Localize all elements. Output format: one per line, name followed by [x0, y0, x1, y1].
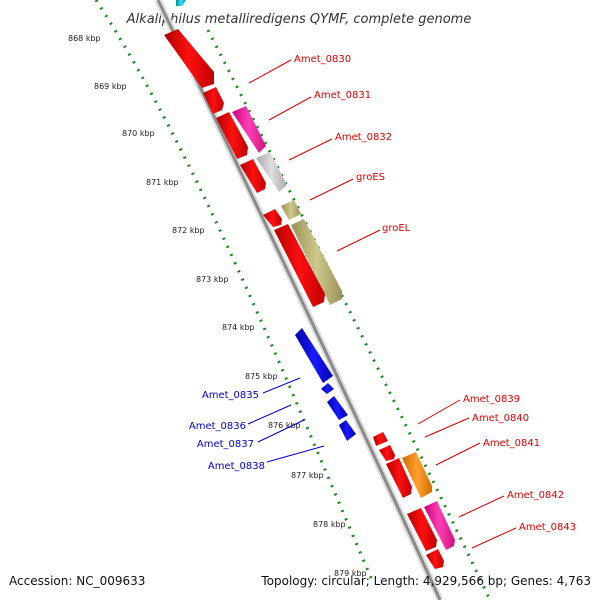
gene-red-arrow[interactable] — [164, 29, 214, 88]
gene-label-amet-0832[interactable]: Amet_0832 — [335, 132, 392, 143]
tick-label-874: 874 kbp — [222, 323, 255, 332]
gene-red-arrow[interactable] — [240, 159, 266, 193]
gene-grey-arrow[interactable] — [256, 152, 287, 192]
gene-red-arrow[interactable] — [216, 112, 248, 159]
gene-red-arrow[interactable] — [373, 432, 388, 446]
tick-label-868: 868 kbp — [68, 34, 101, 43]
forward-labels: Amet_0830 Amet_0831 Amet_0832 groES groE… — [294, 54, 576, 533]
accession-text: Accession: NC_009633 — [9, 574, 146, 588]
gene-red-arrow[interactable] — [426, 549, 444, 569]
gene-label-amet-0835[interactable]: Amet_0835 — [202, 390, 259, 401]
genome-backbone — [154, 0, 444, 600]
gene-label-amet-0843[interactable]: Amet_0843 — [519, 522, 576, 533]
tick-label-873: 873 kbp — [196, 275, 229, 284]
tick-label-876: 876 kbp — [268, 421, 301, 430]
tick-label-879: 879 kbp — [334, 569, 367, 578]
left-dotted-track — [94, 0, 374, 581]
topology-text: Topology: circular; Length: 4,929,566 bp… — [261, 574, 591, 588]
gene-red-arrow[interactable] — [263, 209, 282, 227]
gene-pink-arrow[interactable] — [424, 501, 455, 550]
gene-label-amet-0842[interactable]: Amet_0842 — [507, 490, 564, 501]
gene-label-amet-0840[interactable]: Amet_0840 — [472, 413, 529, 424]
reverse-genes — [295, 328, 356, 441]
tick-label-869: 869 kbp — [94, 82, 127, 91]
gene-label-amet-0836[interactable]: Amet_0836 — [189, 421, 246, 432]
tick-label-870: 870 kbp — [122, 129, 155, 138]
gene-label-amet-0838[interactable]: Amet_0838 — [208, 461, 265, 472]
gene-blue-arrow[interactable] — [295, 328, 333, 383]
gene-red-arrow[interactable] — [379, 445, 395, 461]
tick-label-872: 872 kbp — [172, 226, 205, 235]
gene-red-arrow[interactable] — [203, 87, 224, 114]
tick-label-875: 875 kbp — [245, 372, 278, 381]
tick-label-878: 878 kbp — [313, 520, 346, 529]
gene-label-amet-0837[interactable]: Amet_0837 — [197, 439, 254, 450]
reverse-leader-lines — [247, 377, 325, 463]
gene-label-amet-0831[interactable]: Amet_0831 — [314, 90, 371, 101]
forward-leader-lines — [248, 59, 517, 549]
forward-genes — [164, 0, 455, 569]
gene-red-arrow[interactable] — [407, 508, 437, 551]
gene-pink-arrow[interactable] — [232, 106, 266, 153]
gene-label-amet-0830[interactable]: Amet_0830 — [294, 54, 351, 65]
gene-label-amet-0839[interactable]: Amet_0839 — [463, 394, 520, 405]
gene-label-groel[interactable]: groEL — [382, 223, 411, 234]
reverse-labels: Amet_0835 Amet_0836 Amet_0837 Amet_0838 — [189, 390, 265, 472]
gene-red-arrow[interactable] — [386, 458, 412, 498]
tick-label-871: 871 kbp — [146, 178, 179, 187]
tick-label-877: 877 kbp — [291, 471, 324, 480]
gene-blue-arrow[interactable] — [321, 383, 334, 394]
gene-red-arrow[interactable] — [274, 224, 325, 307]
genome-title: Alkaliphilus metalliredigens QYMF, compl… — [126, 12, 472, 27]
gene-blue-arrow[interactable] — [327, 396, 348, 420]
dotted-tracks — [94, 0, 492, 600]
gene-blue-arrow[interactable] — [339, 420, 356, 441]
gene-olive-arrow[interactable] — [281, 200, 301, 220]
tick-labels: 868 kbp 869 kbp 870 kbp 871 kbp 872 kbp … — [68, 34, 367, 578]
gene-label-amet-0841[interactable]: Amet_0841 — [483, 438, 540, 449]
gene-orange-arrow[interactable] — [402, 452, 432, 498]
gene-olive-arrow[interactable] — [291, 219, 342, 305]
gene-label-groes[interactable]: groES — [356, 172, 385, 183]
gene-cyan-arrow[interactable] — [176, 0, 186, 6]
